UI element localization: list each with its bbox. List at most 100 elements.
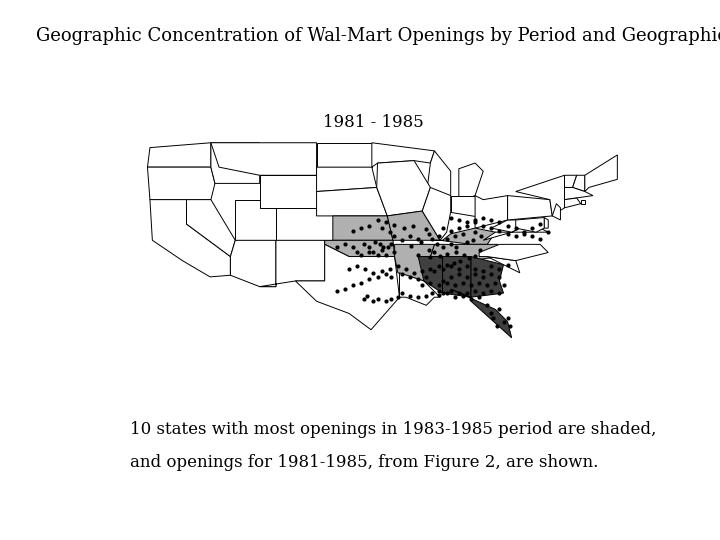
Point (465, 294, 477, 303)
Point (386, 240, 397, 249)
Point (425, 265, 436, 273)
Point (376, 267, 387, 275)
Point (465, 281, 477, 289)
Point (473, 278, 485, 287)
Point (386, 294, 397, 303)
Point (415, 238, 426, 246)
Polygon shape (260, 240, 325, 287)
Text: 1981 - 1985: 1981 - 1985 (323, 113, 424, 131)
Point (416, 281, 428, 289)
Polygon shape (479, 245, 548, 261)
Point (494, 226, 505, 235)
Point (413, 293, 424, 301)
Point (451, 242, 462, 251)
Point (376, 224, 387, 232)
Point (426, 234, 438, 243)
Point (485, 286, 497, 295)
Point (457, 291, 469, 300)
Point (433, 291, 444, 299)
Point (428, 248, 440, 257)
Point (386, 273, 397, 281)
Text: 10 states with most openings in 1983-1985 period are shaded,: 10 states with most openings in 1983-198… (130, 421, 656, 438)
Point (469, 252, 481, 260)
Point (487, 313, 499, 322)
Point (380, 251, 392, 259)
Point (526, 224, 538, 232)
Point (485, 224, 497, 232)
Point (368, 248, 379, 257)
Point (374, 240, 386, 249)
Point (351, 262, 363, 271)
Point (534, 234, 546, 243)
Point (431, 240, 443, 249)
Polygon shape (148, 167, 215, 200)
Polygon shape (451, 289, 512, 338)
Polygon shape (585, 155, 617, 192)
Point (510, 232, 521, 240)
Point (433, 286, 444, 295)
Point (445, 213, 456, 222)
Point (372, 294, 383, 303)
Point (441, 250, 453, 259)
Point (485, 309, 497, 318)
Point (368, 297, 379, 306)
Point (433, 262, 444, 271)
Point (351, 248, 363, 257)
Point (455, 256, 467, 265)
Polygon shape (508, 195, 552, 220)
Point (384, 265, 395, 273)
Point (451, 248, 462, 257)
Point (469, 265, 481, 273)
Point (376, 246, 387, 254)
Point (343, 265, 355, 273)
Point (400, 265, 412, 273)
Point (413, 275, 424, 284)
Point (494, 289, 505, 298)
Polygon shape (552, 204, 560, 220)
Point (518, 228, 530, 237)
Point (498, 281, 509, 289)
Text: Geographic Concentration of Wal-Mart Openings by Period and Geographic Area: Geographic Concentration of Wal-Mart Ope… (36, 27, 720, 45)
Point (392, 262, 404, 271)
Point (377, 242, 389, 251)
Point (372, 273, 383, 281)
Point (462, 218, 473, 227)
Point (420, 273, 432, 281)
Point (462, 221, 473, 230)
Point (331, 242, 343, 251)
Point (477, 267, 489, 275)
Point (372, 251, 383, 259)
Point (339, 240, 351, 249)
Point (473, 293, 485, 301)
Point (457, 278, 469, 287)
Point (494, 218, 505, 227)
Point (449, 232, 461, 240)
Polygon shape (516, 218, 544, 232)
Point (437, 265, 449, 273)
Point (413, 234, 424, 243)
Point (388, 220, 400, 229)
Point (364, 242, 375, 251)
Polygon shape (377, 160, 431, 216)
Polygon shape (186, 200, 235, 256)
Point (469, 215, 481, 224)
Point (477, 289, 489, 298)
Point (399, 224, 410, 232)
Point (498, 318, 509, 326)
Point (380, 218, 392, 227)
Point (408, 268, 420, 277)
Point (453, 224, 464, 232)
Point (445, 262, 456, 271)
Polygon shape (431, 245, 500, 261)
Point (441, 278, 452, 287)
Point (437, 276, 449, 285)
Point (485, 215, 497, 224)
Point (416, 267, 428, 275)
Point (475, 232, 487, 240)
Point (494, 305, 505, 314)
Point (434, 252, 446, 260)
Point (367, 268, 379, 277)
Polygon shape (418, 256, 443, 293)
Point (426, 289, 438, 298)
Point (477, 213, 489, 222)
